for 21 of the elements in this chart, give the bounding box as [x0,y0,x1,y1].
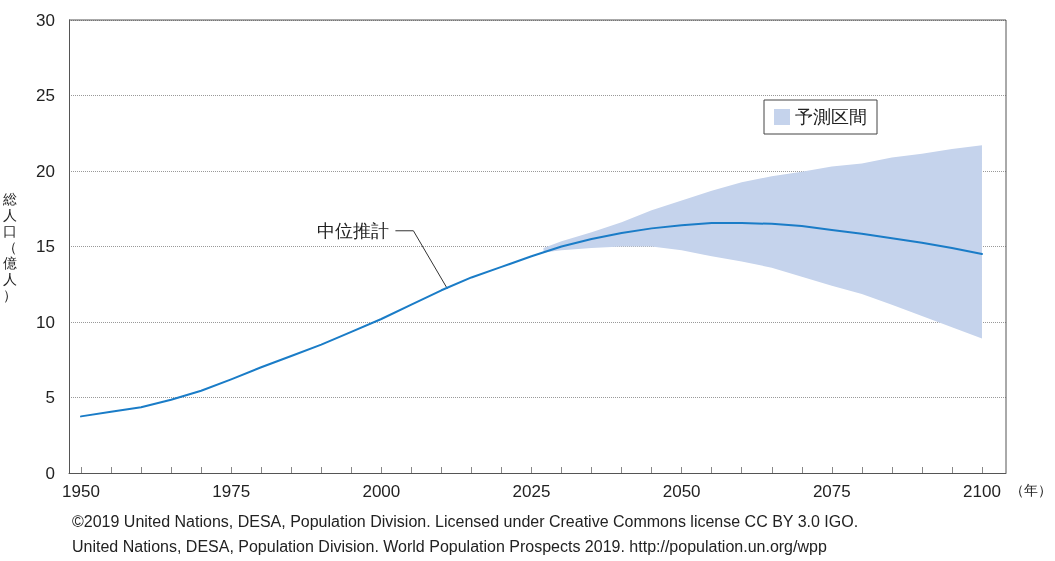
y-tick-label: 25 [36,86,55,105]
x-tick-label: 2075 [812,482,851,501]
y-tick-label: 20 [36,161,55,181]
x-tick-label: 1950 [62,482,100,501]
text: United Nations, DESA, Population Division. World Population Prospects 2019. http://population.un.org/wpp [72,537,827,555]
text: ©2019 United Nations, DESA, Population Division. Licensed under Creative Commons license CC BY 3.0 IGO. [72,512,859,530]
y-tick-label: 15 [36,237,55,256]
y-axis-title: 総人口（億人） [2,190,17,303]
x-axis-title: （年） [1010,482,1052,498]
x-tick-label: 2050 [662,482,701,501]
y-tick-label: 10 [36,312,55,332]
annotation: 中位推計 [317,220,390,241]
x-tick-label: 2000 [362,482,401,501]
y-tick-label: 0 [45,463,55,483]
x-tick-label: 2025 [512,482,551,501]
legend-label: 予測区間 [795,107,867,127]
x-tick-label: 2100 [963,482,1001,501]
line-series [80,222,983,418]
y-tick-label: 5 [45,388,55,407]
y-tick-label: 30 [36,10,55,30]
x-tick-label: 1975 [212,482,251,501]
